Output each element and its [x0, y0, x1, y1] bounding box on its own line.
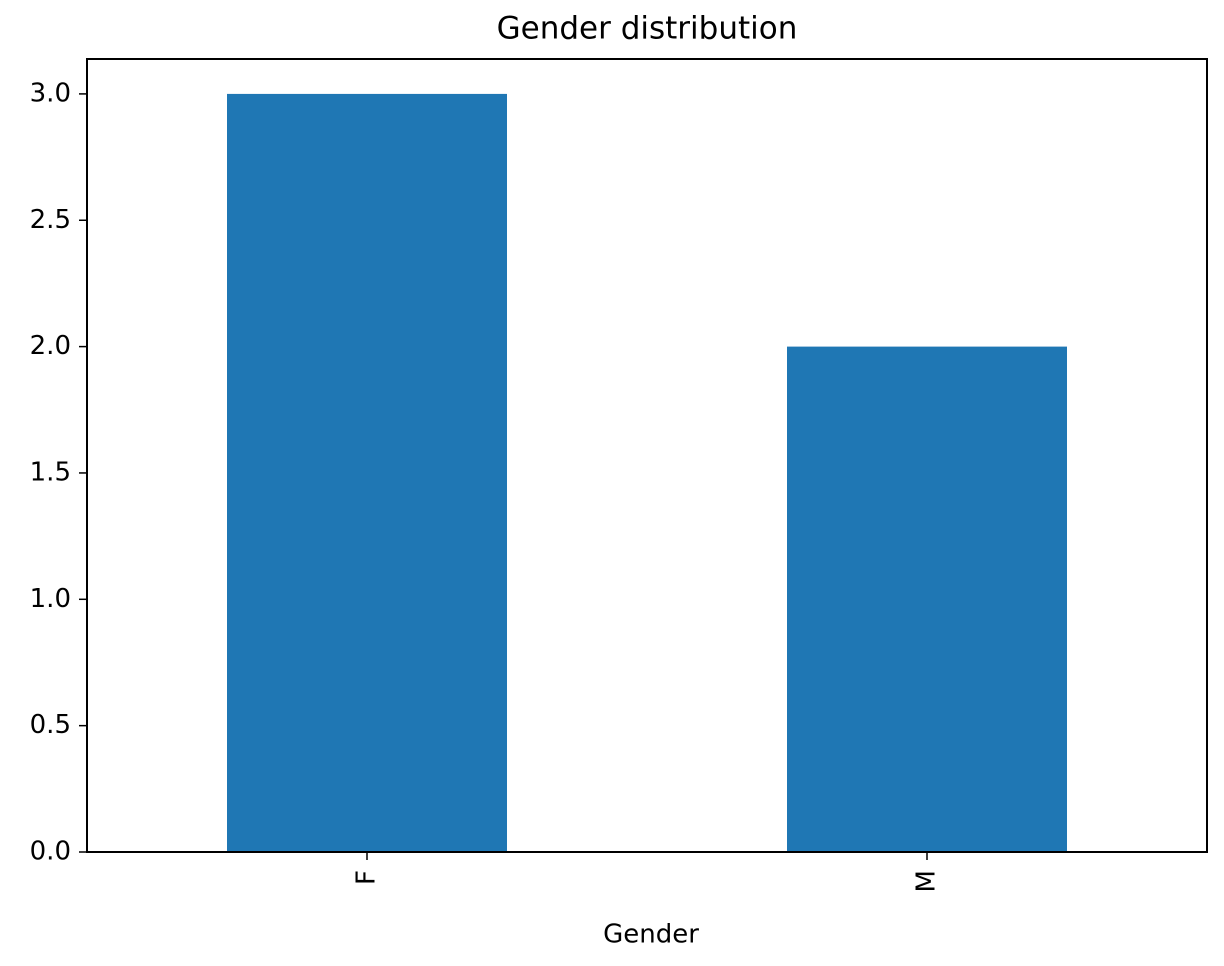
plot-frame: [86, 58, 1208, 853]
bar: [227, 93, 507, 852]
y-tick-label: 0.5: [30, 710, 71, 740]
y-tick-label: 1.5: [30, 457, 71, 487]
y-tick-label: 2.5: [30, 205, 71, 235]
y-tick-label: 0.0: [30, 837, 71, 867]
y-tick-label: 1.0: [30, 584, 71, 614]
x-tick-label: F: [352, 870, 382, 885]
chart-title: Gender distribution: [497, 11, 798, 47]
bar: [787, 346, 1067, 852]
y-tick-label: 3.0: [30, 78, 71, 108]
y-tick-label: 2.0: [30, 331, 71, 361]
x-axis-label: Gender: [603, 920, 699, 950]
x-tick-label: M: [912, 870, 942, 892]
